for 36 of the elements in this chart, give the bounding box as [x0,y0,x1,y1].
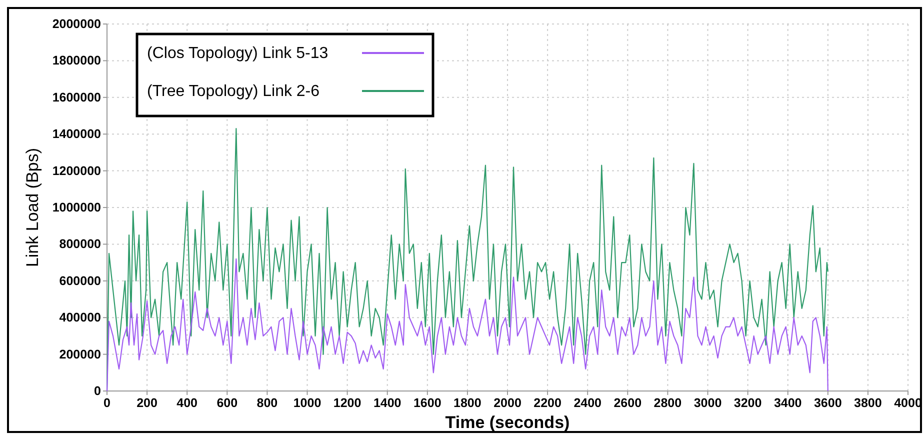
x-tick-label: 0 [104,396,111,410]
y-tick-label: 1400000 [52,127,102,142]
x-tick-label: 3600 [814,396,842,410]
y-tick-label: 0 [94,384,102,398]
x-tick-label: 800 [256,396,278,410]
x-tick-label: 3800 [854,396,882,410]
x-tick-label: 1000 [293,396,322,410]
y-axis-title: Link Load (Bps) [23,148,42,268]
x-tick-label: 2200 [534,396,562,410]
x-tick-label: 600 [216,396,238,410]
x-tick-label: 200 [136,396,158,410]
y-tick-label: 1200000 [52,164,102,178]
text: (Tree Topology) Link 2-6 [147,83,320,100]
x-tick-label: 1400 [373,396,402,410]
line-series [106,258,828,392]
x-tick-label: 1800 [454,396,482,410]
x-tick-label: 2000 [494,396,522,410]
y-tick-label: 400000 [59,310,102,325]
x-tick-label: 2400 [574,396,602,410]
y-tick-label: 2000000 [52,17,102,31]
y-tick-label: 200000 [59,347,102,362]
legend-label: (Clos Topology) Link 5-13 [147,45,328,62]
y-tick-label: 1600000 [52,90,102,104]
x-tick-label: 3000 [694,396,722,410]
x-tick-label: 3200 [734,396,762,410]
y-tick-label: 600000 [59,274,102,288]
x-tick-label: 400 [176,396,198,410]
y-tick-label: 800000 [59,237,102,252]
x-axis-title: Time (seconds) [445,413,570,432]
x-tick-label: 3400 [774,396,802,410]
y-tick-label: 1800000 [52,54,102,68]
x-tick-label: 1200 [333,396,362,410]
x-tick-label: 2800 [654,396,682,410]
x-tick-label: 2600 [614,396,642,410]
x-tick-label: 1600 [413,396,442,410]
y-tick-label: 1000000 [52,200,102,214]
